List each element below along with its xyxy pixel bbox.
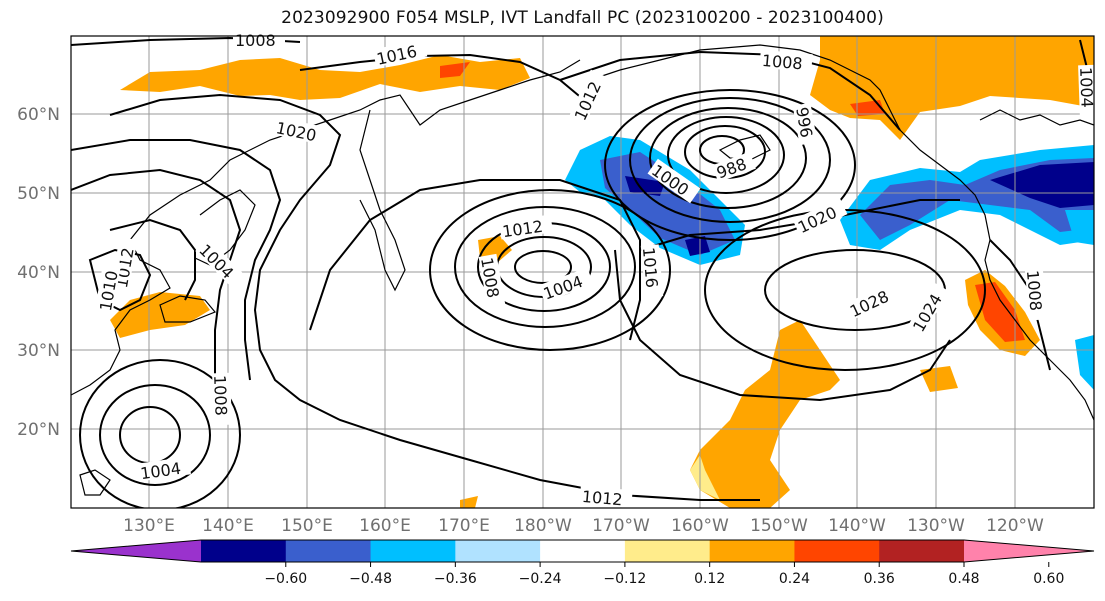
aleutian-low-6 bbox=[603, 89, 857, 241]
lon-label-160e: 160°E bbox=[359, 516, 411, 536]
lon-label-180w: 180°W bbox=[514, 516, 572, 536]
shade-ne-orange bbox=[920, 366, 958, 392]
isobar-label: 1008 bbox=[1023, 269, 1045, 311]
shade-hawaii-yellow bbox=[690, 455, 720, 500]
lon-label-120w: 120°W bbox=[986, 516, 1044, 536]
colorbar-tick-label: −0.12 bbox=[603, 571, 646, 587]
lat-label-30n: 30°N bbox=[17, 341, 60, 361]
dateline-low-5 bbox=[428, 189, 672, 351]
coastlines bbox=[71, 44, 1094, 496]
colorbar-extend-low bbox=[71, 540, 201, 562]
lon-label-130w: 130°W bbox=[907, 516, 965, 536]
colorbar-bin bbox=[540, 540, 626, 562]
lon-label-130e: 130°E bbox=[123, 516, 175, 536]
colorbar-tick-label: −0.60 bbox=[264, 571, 307, 587]
isobar-label: 1016 bbox=[639, 246, 661, 288]
lon-label-160w: 160°W bbox=[671, 516, 729, 536]
shade-mexico-sky bbox=[1075, 335, 1094, 390]
aleutian-low-5 bbox=[628, 97, 832, 223]
colorbar-bin bbox=[285, 540, 372, 562]
low-ring3 bbox=[78, 359, 242, 508]
colorbar-bin bbox=[370, 540, 456, 562]
map-title: 2023092900 F054 MSLP, IVT Landfall PC (2… bbox=[281, 8, 884, 28]
shade-aleutian-navy2 bbox=[685, 236, 710, 256]
shade-kamchatka-red bbox=[440, 62, 470, 78]
shade-calif-red bbox=[975, 282, 1025, 342]
isobar-label: 1008 bbox=[761, 51, 803, 73]
lon-label-140w: 140°W bbox=[828, 516, 886, 536]
colorbar-tick-label: −0.48 bbox=[349, 571, 392, 587]
colorbar-tick-label: 0.24 bbox=[779, 571, 810, 587]
colorbar-tick-label: −0.24 bbox=[519, 571, 562, 587]
colorbar-tick-label: 0.60 bbox=[1033, 571, 1064, 587]
dateline-low-2 bbox=[495, 236, 593, 298]
lon-label-170w: 170°W bbox=[592, 516, 650, 536]
isobar-label: 1004 bbox=[1076, 67, 1096, 108]
dateline-low-4 bbox=[453, 206, 637, 328]
colorbar-tick-label: −0.36 bbox=[434, 571, 477, 587]
shade-gulf-navy bbox=[990, 162, 1094, 208]
colorbar-bin bbox=[455, 540, 541, 562]
isobar-1016-ring bbox=[71, 139, 282, 381]
aleutian-low-1 bbox=[698, 135, 746, 165]
lon-label-170e: 170°E bbox=[438, 516, 490, 536]
colorbar-outline bbox=[70, 539, 1095, 563]
latitude-labels: 60°N 50°N 40°N 30°N 20°N bbox=[17, 105, 60, 440]
isobar-1020 bbox=[109, 93, 760, 501]
low-1004-ring2 bbox=[98, 384, 212, 486]
isobar-1016-east bbox=[614, 249, 951, 402]
shade-dateline-orange bbox=[478, 236, 512, 262]
colorbar-tick-label: 0.12 bbox=[694, 571, 725, 587]
shade-kamchatka-orange bbox=[120, 55, 530, 100]
colorbar-bin bbox=[709, 540, 795, 562]
colorbar: −0.60 −0.48 −0.36 −0.24 −0.12 0.12 0.24 0.36 0.4… bbox=[70, 539, 1095, 587]
lon-label-150e: 150°E bbox=[281, 516, 333, 536]
colorbar-extend-high bbox=[964, 540, 1094, 562]
dateline-low-1 bbox=[513, 250, 573, 284]
lon-label-150w: 150°W bbox=[750, 516, 808, 536]
colorbar-bin bbox=[201, 540, 287, 562]
lat-label-40n: 40°N bbox=[17, 263, 60, 283]
colorbar-bin bbox=[794, 540, 880, 562]
shade-pacnw-sky bbox=[1065, 210, 1094, 245]
high-1024 bbox=[703, 209, 987, 371]
colorbar-bin bbox=[624, 540, 711, 562]
lat-label-20n: 20°N bbox=[17, 420, 60, 440]
aleutian-low-2 bbox=[683, 125, 767, 179]
map-frame bbox=[70, 35, 1095, 509]
colorbar-tick-label: 0.48 bbox=[948, 571, 979, 587]
isobar-label: 1008 bbox=[210, 375, 230, 416]
lat-label-50n: 50°N bbox=[17, 184, 60, 204]
lon-label-140e: 140°E bbox=[202, 516, 254, 536]
colorbar-tick-label: 0.36 bbox=[864, 571, 895, 587]
isobar-1012-left bbox=[71, 168, 242, 421]
isobar-label: 1008 bbox=[235, 31, 276, 50]
isobar-1008-left bbox=[109, 218, 196, 301]
low-1004-ring1 bbox=[118, 406, 182, 464]
longitude-labels: 130°E 140°E 150°E 160°E 170°E 180°W 170°… bbox=[123, 516, 1044, 536]
isobar-1012-mid bbox=[309, 179, 641, 341]
isobar-label: 1012 bbox=[581, 487, 623, 509]
lat-label-60n: 60°N bbox=[17, 105, 60, 125]
shade-alaska-red bbox=[850, 100, 885, 116]
colorbar-bin bbox=[879, 540, 965, 562]
